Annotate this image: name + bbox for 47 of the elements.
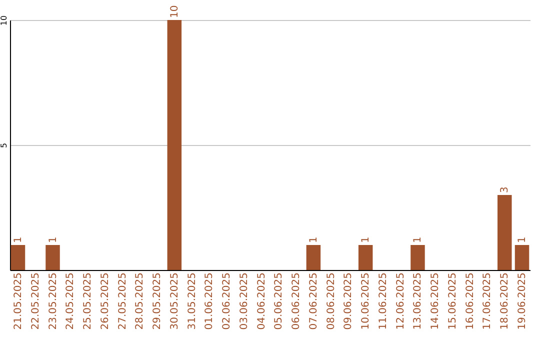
x-tick-label: 12.06.2025 (395, 272, 406, 330)
bar (10, 245, 26, 270)
x-tick-label: 22.05.2025 (30, 272, 42, 330)
x-tick-label: 16.06.2025 (464, 272, 476, 330)
x-tick-label: 06.06.2025 (291, 272, 302, 330)
data-label: 1 (360, 236, 372, 243)
x-tick-label: 27.05.2025 (117, 272, 128, 330)
x-tick-label: 13.06.2025 (412, 272, 424, 330)
data-label: 10 (169, 5, 180, 18)
x-tick-label: 23.05.2025 (48, 272, 59, 330)
x-tick-label: 25.05.2025 (82, 272, 94, 330)
data-label: 1 (412, 236, 424, 243)
x-tick-label: 08.06.2025 (326, 272, 337, 330)
data-label: 3 (500, 186, 511, 193)
bar (514, 245, 530, 270)
x-tick-label: 02.06.2025 (222, 272, 233, 330)
data-label: 1 (517, 236, 528, 243)
bar (498, 195, 512, 270)
x-tick-label: 18.06.2025 (500, 272, 511, 330)
x-tick-label: 05.06.2025 (274, 272, 285, 330)
bar (306, 245, 321, 270)
bar (358, 245, 373, 270)
data-label: 1 (48, 236, 59, 243)
x-tick-label: 28.05.2025 (134, 272, 146, 330)
data-label: 1 (12, 236, 24, 243)
bar (46, 245, 60, 270)
x-tick-label: 07.06.2025 (308, 272, 320, 330)
x-tick-label: 17.06.2025 (482, 272, 494, 330)
x-tick-label: 29.05.2025 (152, 272, 164, 330)
x-tick-label: 03.06.2025 (238, 272, 250, 330)
data-label: 1 (308, 236, 320, 243)
x-tick-label: 19.06.2025 (517, 272, 528, 330)
x-tick-label: 01.06.2025 (204, 272, 216, 330)
x-tick-label: 04.06.2025 (256, 272, 268, 330)
bar (167, 20, 182, 270)
x-tick-label: 14.06.2025 (430, 272, 442, 330)
x-tick-label: 15.06.2025 (447, 272, 458, 330)
x-tick-label: 24.05.2025 (65, 272, 76, 330)
x-tick-label: 31.05.2025 (186, 272, 198, 330)
x-tick-label: 11.06.2025 (378, 272, 389, 330)
x-tick-label: 26.05.2025 (100, 272, 111, 330)
x-tick-label: 09.06.2025 (343, 272, 354, 330)
x-tick-label: 21.05.2025 (12, 272, 24, 330)
x-tick-label: 30.05.2025 (169, 272, 180, 330)
bar (410, 245, 425, 270)
y-tick-label: 5 (0, 142, 8, 148)
x-tick-label: 10.06.2025 (360, 272, 372, 330)
